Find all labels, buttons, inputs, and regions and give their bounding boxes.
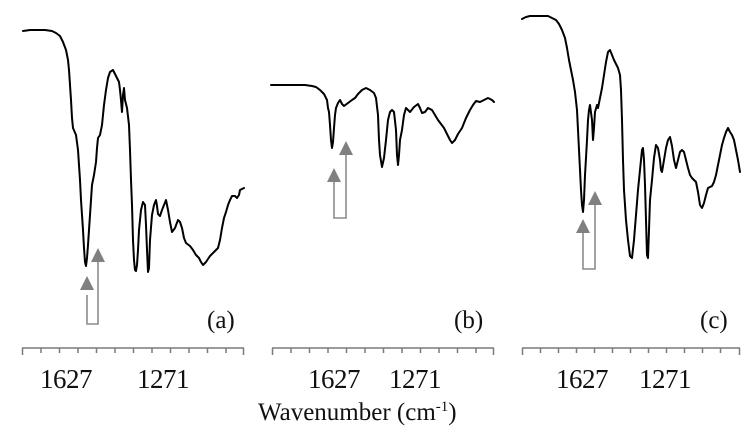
x-axis-title: Wavenumber (cm-1) <box>258 399 457 426</box>
tick-label-c-1627: 1627 <box>556 364 609 394</box>
x-axis-title-exponent: -1 <box>435 399 449 415</box>
spectrum-curve-b <box>270 84 495 168</box>
band-marker-arrows-b <box>327 141 353 219</box>
tick-label-b-1271: 1271 <box>389 364 442 394</box>
band-marker-arrows-a <box>80 248 105 325</box>
tick-label-a-1271: 1271 <box>137 364 190 394</box>
tick-label-c-1271: 1271 <box>639 364 692 394</box>
panel-label-b: (b) <box>454 307 484 334</box>
panel-label-c: (c) <box>700 307 728 334</box>
spectrum-curve-a <box>22 29 245 273</box>
x-axis-a <box>21 347 245 355</box>
panel-label-a: (a) <box>207 307 235 334</box>
x-axis-title-close: ) <box>448 399 457 426</box>
x-axis-title-base: Wavenumber (cm <box>258 399 436 426</box>
tick-label-b-1627: 1627 <box>308 364 361 394</box>
x-axis-c <box>521 347 741 355</box>
spectrum-curve-c <box>521 15 741 259</box>
tick-label-a-1627: 1627 <box>40 364 93 394</box>
x-axis-b <box>271 347 495 355</box>
x-axis-ticks-a <box>21 348 245 355</box>
band-marker-arrows-c <box>576 191 602 270</box>
